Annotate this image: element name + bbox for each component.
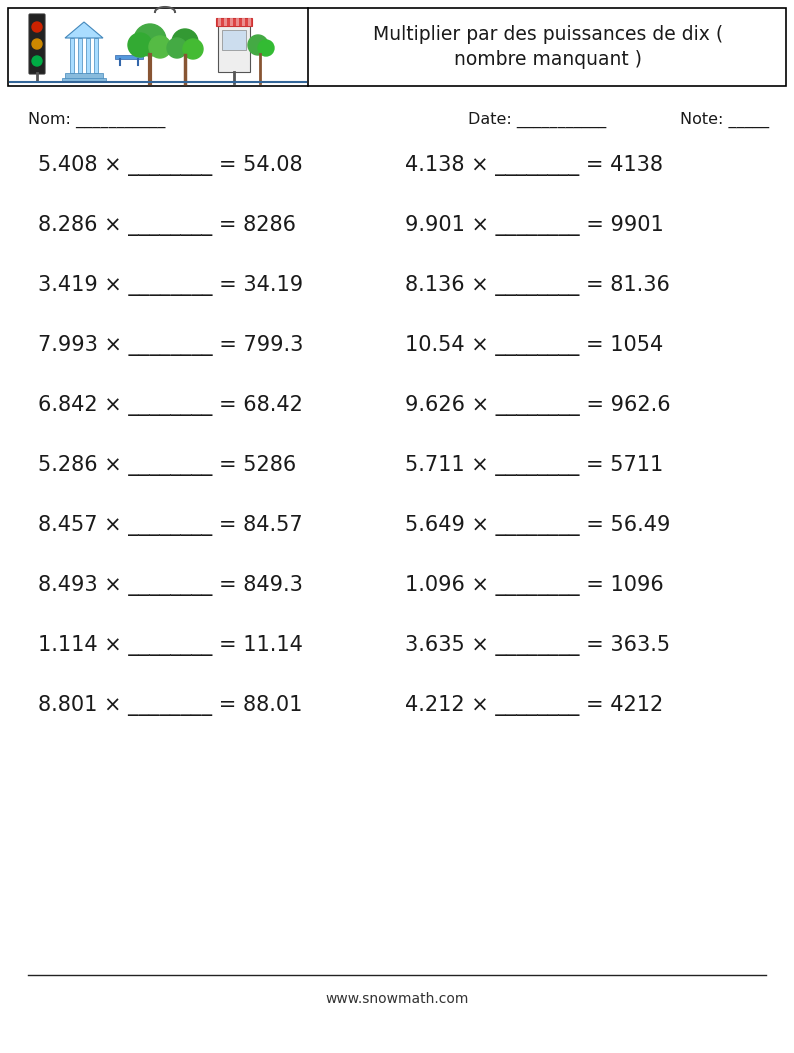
Bar bbox=[242, 18, 245, 26]
Text: Note: _____: Note: _____ bbox=[680, 112, 769, 128]
Bar bbox=[248, 18, 251, 26]
Circle shape bbox=[172, 29, 198, 55]
Text: nombre manquant ): nombre manquant ) bbox=[454, 49, 642, 69]
Circle shape bbox=[183, 39, 203, 59]
Text: 9.626 × ________ = 962.6: 9.626 × ________ = 962.6 bbox=[405, 395, 671, 416]
Circle shape bbox=[134, 24, 166, 56]
Bar bbox=[94, 38, 98, 73]
Bar bbox=[218, 22, 250, 72]
Text: 8.493 × ________ = 849.3: 8.493 × ________ = 849.3 bbox=[38, 575, 303, 596]
Text: 3.635 × ________ = 363.5: 3.635 × ________ = 363.5 bbox=[405, 635, 670, 656]
Text: 4.212 × ________ = 4212: 4.212 × ________ = 4212 bbox=[405, 695, 663, 716]
Text: 8.286 × ________ = 8286: 8.286 × ________ = 8286 bbox=[38, 215, 296, 236]
Circle shape bbox=[258, 40, 274, 56]
Bar bbox=[78, 38, 82, 73]
Text: 5.286 × ________ = 5286: 5.286 × ________ = 5286 bbox=[38, 455, 296, 476]
Text: 5.408 × ________ = 54.08: 5.408 × ________ = 54.08 bbox=[38, 155, 303, 176]
Text: 3.419 × ________ = 34.19: 3.419 × ________ = 34.19 bbox=[38, 275, 303, 296]
Text: 4.138 × ________ = 4138: 4.138 × ________ = 4138 bbox=[405, 155, 663, 176]
Bar bbox=[115, 55, 143, 59]
Text: 6.842 × ________ = 68.42: 6.842 × ________ = 68.42 bbox=[38, 395, 303, 416]
Text: Multiplier par des puissances de dix (: Multiplier par des puissances de dix ( bbox=[373, 25, 723, 44]
Circle shape bbox=[32, 39, 42, 49]
Text: Nom: ___________: Nom: ___________ bbox=[28, 112, 165, 128]
Circle shape bbox=[167, 38, 187, 58]
Text: 9.901 × ________ = 9901: 9.901 × ________ = 9901 bbox=[405, 215, 664, 236]
Text: www.snowmath.com: www.snowmath.com bbox=[326, 992, 468, 1006]
Polygon shape bbox=[65, 22, 103, 38]
Text: 10.54 × ________ = 1054: 10.54 × ________ = 1054 bbox=[405, 335, 663, 356]
Circle shape bbox=[128, 33, 152, 57]
Text: 1.114 × ________ = 11.14: 1.114 × ________ = 11.14 bbox=[38, 635, 303, 656]
Text: Date: ___________: Date: ___________ bbox=[468, 112, 607, 128]
Bar bbox=[216, 18, 252, 26]
Text: 1.096 × ________ = 1096: 1.096 × ________ = 1096 bbox=[405, 575, 664, 596]
Bar bbox=[230, 18, 233, 26]
Bar bbox=[236, 18, 239, 26]
Bar bbox=[86, 38, 90, 73]
Text: 8.136 × ________ = 81.36: 8.136 × ________ = 81.36 bbox=[405, 275, 670, 296]
Circle shape bbox=[32, 22, 42, 32]
Circle shape bbox=[149, 36, 171, 58]
Circle shape bbox=[32, 56, 42, 66]
FancyBboxPatch shape bbox=[8, 8, 786, 86]
Bar bbox=[222, 29, 246, 49]
Text: 8.457 × ________ = 84.57: 8.457 × ________ = 84.57 bbox=[38, 515, 303, 536]
Bar bbox=[62, 78, 106, 82]
Text: 5.711 × ________ = 5711: 5.711 × ________ = 5711 bbox=[405, 455, 663, 476]
Bar bbox=[224, 18, 227, 26]
Text: 5.649 × ________ = 56.49: 5.649 × ________ = 56.49 bbox=[405, 515, 670, 536]
Circle shape bbox=[248, 35, 268, 55]
FancyBboxPatch shape bbox=[29, 14, 45, 74]
Text: 7.993 × ________ = 799.3: 7.993 × ________ = 799.3 bbox=[38, 335, 303, 356]
Bar bbox=[65, 73, 103, 79]
Text: 8.801 × ________ = 88.01: 8.801 × ________ = 88.01 bbox=[38, 695, 303, 716]
Bar bbox=[218, 18, 221, 26]
Bar bbox=[70, 38, 74, 73]
